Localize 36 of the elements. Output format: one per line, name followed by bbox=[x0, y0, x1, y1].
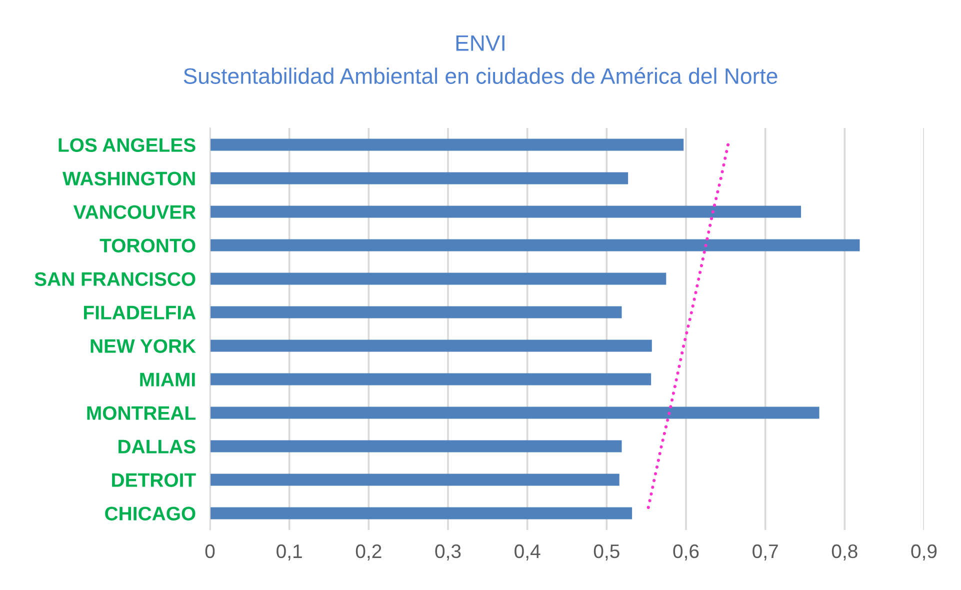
bar bbox=[210, 272, 666, 285]
y-tick-label: VANCOUVER bbox=[73, 205, 196, 219]
x-tick-label: 0,4 bbox=[514, 544, 540, 560]
bar bbox=[210, 206, 802, 218]
bar bbox=[210, 138, 684, 151]
x-tick-label: 0,5 bbox=[594, 544, 620, 560]
chart-subtitle: Sustentabilidad Ambiental en ciudades de América del Norte bbox=[184, 67, 778, 84]
y-tick-label: TORONTO bbox=[100, 238, 196, 252]
y-tick-label: NEW YORK bbox=[90, 339, 196, 353]
x-tick-label: 0,7 bbox=[752, 544, 778, 560]
y-tick-label: DALLAS bbox=[118, 440, 196, 454]
x-tick-label: 0,1 bbox=[276, 544, 302, 560]
x-tick-label: 0,6 bbox=[673, 544, 699, 560]
x-tick-label: 0,3 bbox=[435, 544, 461, 560]
bar bbox=[210, 306, 622, 318]
bar bbox=[210, 440, 622, 452]
y-tick-label: LOS ANGELES bbox=[58, 138, 196, 152]
x-tick-label: 0,8 bbox=[832, 544, 858, 560]
y-tick-label: CHICAGO bbox=[105, 506, 196, 520]
y-tick-label: DETROIT bbox=[112, 473, 196, 487]
x-tick-label: 0,9 bbox=[911, 544, 937, 560]
y-tick-label: SAN FRANCISCO bbox=[34, 272, 196, 286]
x-tick-label: 0 bbox=[205, 544, 215, 558]
bar bbox=[210, 507, 632, 520]
bar bbox=[210, 239, 860, 252]
x-tick-label: 0,2 bbox=[356, 544, 382, 560]
y-tick-label: WASHINGTON bbox=[62, 172, 195, 186]
y-tick-label: FILADELFIA bbox=[84, 306, 196, 320]
bar bbox=[210, 373, 652, 386]
y-tick-label: MIAMI bbox=[140, 372, 195, 386]
bar bbox=[210, 172, 628, 184]
bar bbox=[210, 340, 652, 352]
y-tick-label: MONTREAL bbox=[87, 406, 196, 420]
chart-title: ENVI bbox=[456, 35, 504, 51]
bar bbox=[210, 406, 820, 419]
bar bbox=[210, 474, 620, 486]
